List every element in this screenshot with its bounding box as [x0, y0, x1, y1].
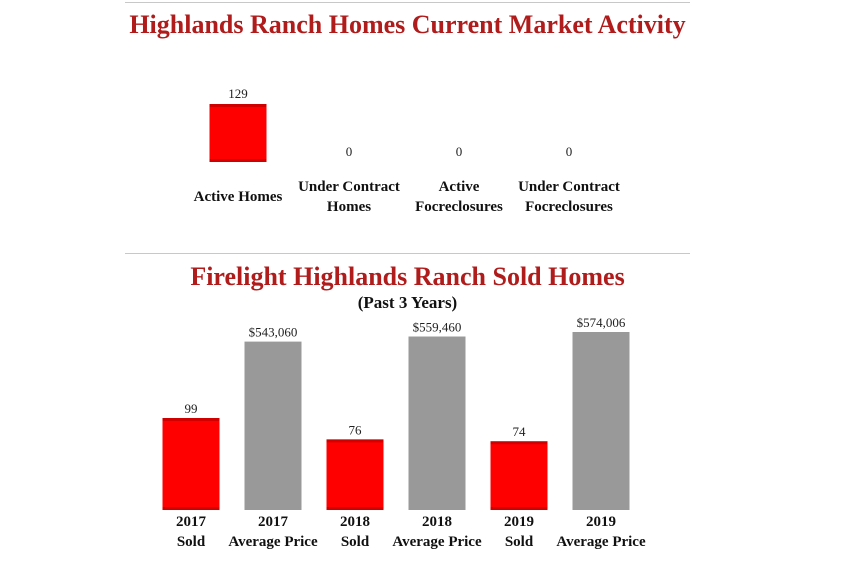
market-activity-chart: 129 Active Homes 0 Under Contract Homes 0 Acti… — [194, 86, 620, 215]
category-label-3-2: Focreclosures — [415, 199, 503, 215]
bar-6 — [572, 332, 630, 510]
bar-1-bottom-edge — [209, 159, 267, 162]
value-label-4: $559,460 — [413, 320, 462, 335]
category-label-4-1: Under Contract — [518, 179, 620, 195]
category-label-6-1: 2019 — [586, 514, 616, 530]
category-label-3-1: Active — [439, 179, 480, 195]
bar-3-top-edge — [326, 439, 384, 443]
bar-3-bottom-edge — [326, 507, 384, 510]
chart2-title: Firelight Highlands Ranch Sold Homes — [190, 262, 625, 291]
category-label-1-1: 2017 — [176, 514, 207, 530]
category-label-4-1: 2018 — [422, 514, 452, 530]
bar-1 — [209, 104, 267, 162]
category-label-5-2: Sold — [505, 534, 534, 550]
category-label-5-1: 2019 — [504, 514, 534, 530]
category-label-6-2: Average Price — [556, 534, 646, 550]
category-label-3-2: Sold — [341, 534, 370, 550]
bar-5-bottom-edge — [490, 507, 548, 510]
value-label-6: $574,006 — [577, 315, 626, 330]
category-label-3-1: 2018 — [340, 514, 370, 530]
chart2-subtitle: (Past 3 Years) — [357, 293, 458, 312]
value-label-4: 0 — [566, 144, 573, 159]
top-divider — [125, 2, 690, 3]
category-label-2-1: 2017 — [258, 514, 289, 530]
category-label-4-2: Average Price — [392, 534, 482, 550]
value-label-1: 129 — [228, 86, 248, 101]
bar-2 — [244, 341, 302, 510]
category-label-2-2: Homes — [327, 199, 371, 215]
bar-3 — [326, 439, 384, 510]
bar-5 — [490, 441, 548, 510]
section-divider — [125, 253, 690, 254]
bar-5-top-edge — [490, 441, 548, 445]
value-label-2: 0 — [346, 144, 353, 159]
bar-1-top-edge — [209, 104, 267, 107]
bar-1-bottom-edge — [162, 507, 220, 510]
category-label-1-2: Sold — [177, 534, 206, 550]
value-label-3: 76 — [349, 422, 363, 437]
category-label-1-1: Active Homes — [194, 189, 283, 205]
value-label-1: 99 — [185, 401, 198, 416]
bar-1 — [162, 418, 220, 510]
value-label-3: 0 — [456, 144, 463, 159]
category-label-2-1: Under Contract — [298, 179, 400, 195]
bar-1-top-edge — [162, 418, 220, 421]
category-label-2-2: Average Price — [228, 534, 318, 550]
value-label-2: $543,060 — [249, 325, 298, 340]
chart1-title: Highlands Ranch Homes Current Market Act… — [129, 10, 686, 39]
bar-4 — [408, 336, 466, 510]
category-label-4-2: Focreclosures — [525, 199, 613, 215]
value-label-5: 74 — [513, 424, 527, 439]
